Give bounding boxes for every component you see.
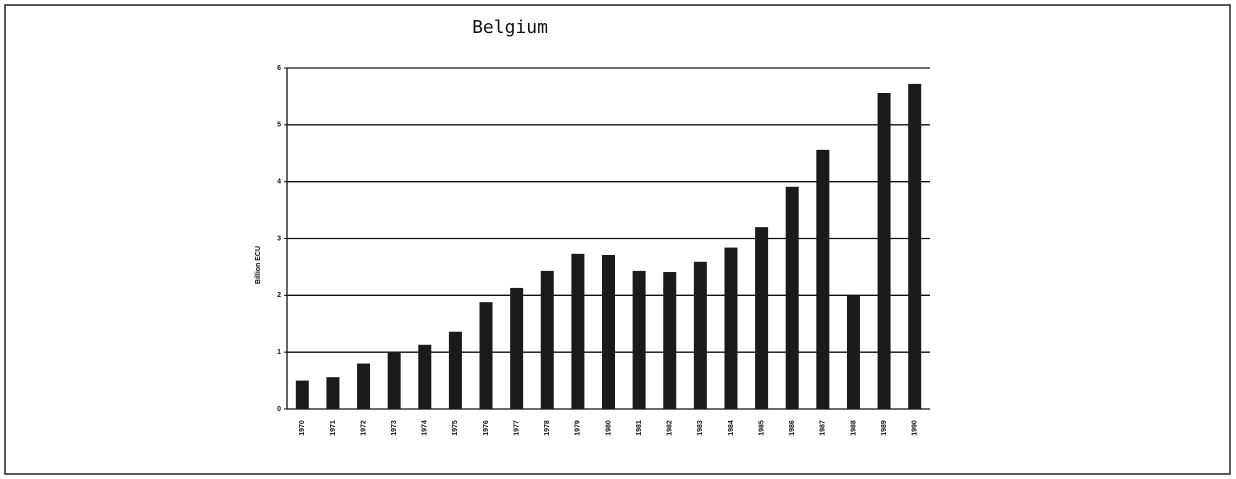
bar: [724, 247, 738, 409]
bar: [571, 253, 585, 409]
x-tick-label: 1973: [391, 420, 398, 436]
bar: [846, 295, 860, 409]
bar: [479, 302, 493, 409]
bar: [816, 149, 830, 409]
bar: [326, 377, 340, 409]
bar: [602, 254, 615, 409]
x-tick-label: 1983: [697, 420, 704, 436]
x-tick-label: 1970: [299, 420, 306, 436]
chart-title: Belgium: [472, 17, 548, 38]
y-tick-label: 4: [277, 179, 281, 186]
bar: [908, 83, 922, 409]
bar: [357, 363, 371, 409]
x-tick-label: 1977: [513, 420, 520, 436]
y-tick-label: 2: [277, 292, 281, 299]
x-tick-label: 1985: [758, 420, 765, 436]
x-tick-label: 1974: [422, 420, 429, 436]
x-tick-label: 1972: [360, 420, 367, 436]
y-tick-label: 3: [277, 235, 281, 242]
x-tick-label: 1971: [330, 420, 337, 436]
x-tick-label: 1981: [636, 420, 643, 436]
x-tick-label: 1982: [667, 420, 674, 436]
x-tick-label: 1989: [881, 420, 888, 436]
y-tick-label: 1: [277, 349, 281, 356]
bar: [785, 186, 799, 409]
bar: [295, 380, 309, 409]
x-tick-label: 1979: [575, 420, 582, 436]
frame: [4, 4, 1231, 475]
y-tick-label: 6: [277, 65, 281, 72]
x-tick-label: 1987: [820, 420, 827, 436]
y-tick-label: 0: [277, 406, 281, 413]
x-tick-label: 1976: [483, 420, 490, 436]
bar: [418, 344, 432, 409]
bar: [663, 272, 677, 409]
y-axis-label: Billion ECU: [255, 246, 262, 284]
bar: [632, 270, 646, 409]
y-tick-label: 5: [277, 122, 281, 129]
x-tick-label: 1984: [728, 420, 735, 436]
bar: [693, 261, 707, 409]
bar: [755, 227, 769, 409]
x-tick-label: 1988: [850, 420, 857, 436]
bar: [877, 93, 891, 410]
x-tick-label: 1980: [605, 420, 612, 436]
x-tick-label: 1978: [544, 420, 551, 436]
bar: [448, 331, 462, 409]
x-tick-label: 1990: [912, 420, 919, 436]
bar: [540, 270, 554, 409]
x-tick-label: 1986: [789, 420, 796, 436]
x-tick-label: 1975: [452, 420, 459, 436]
bar: [510, 287, 524, 409]
bar: [387, 352, 401, 409]
